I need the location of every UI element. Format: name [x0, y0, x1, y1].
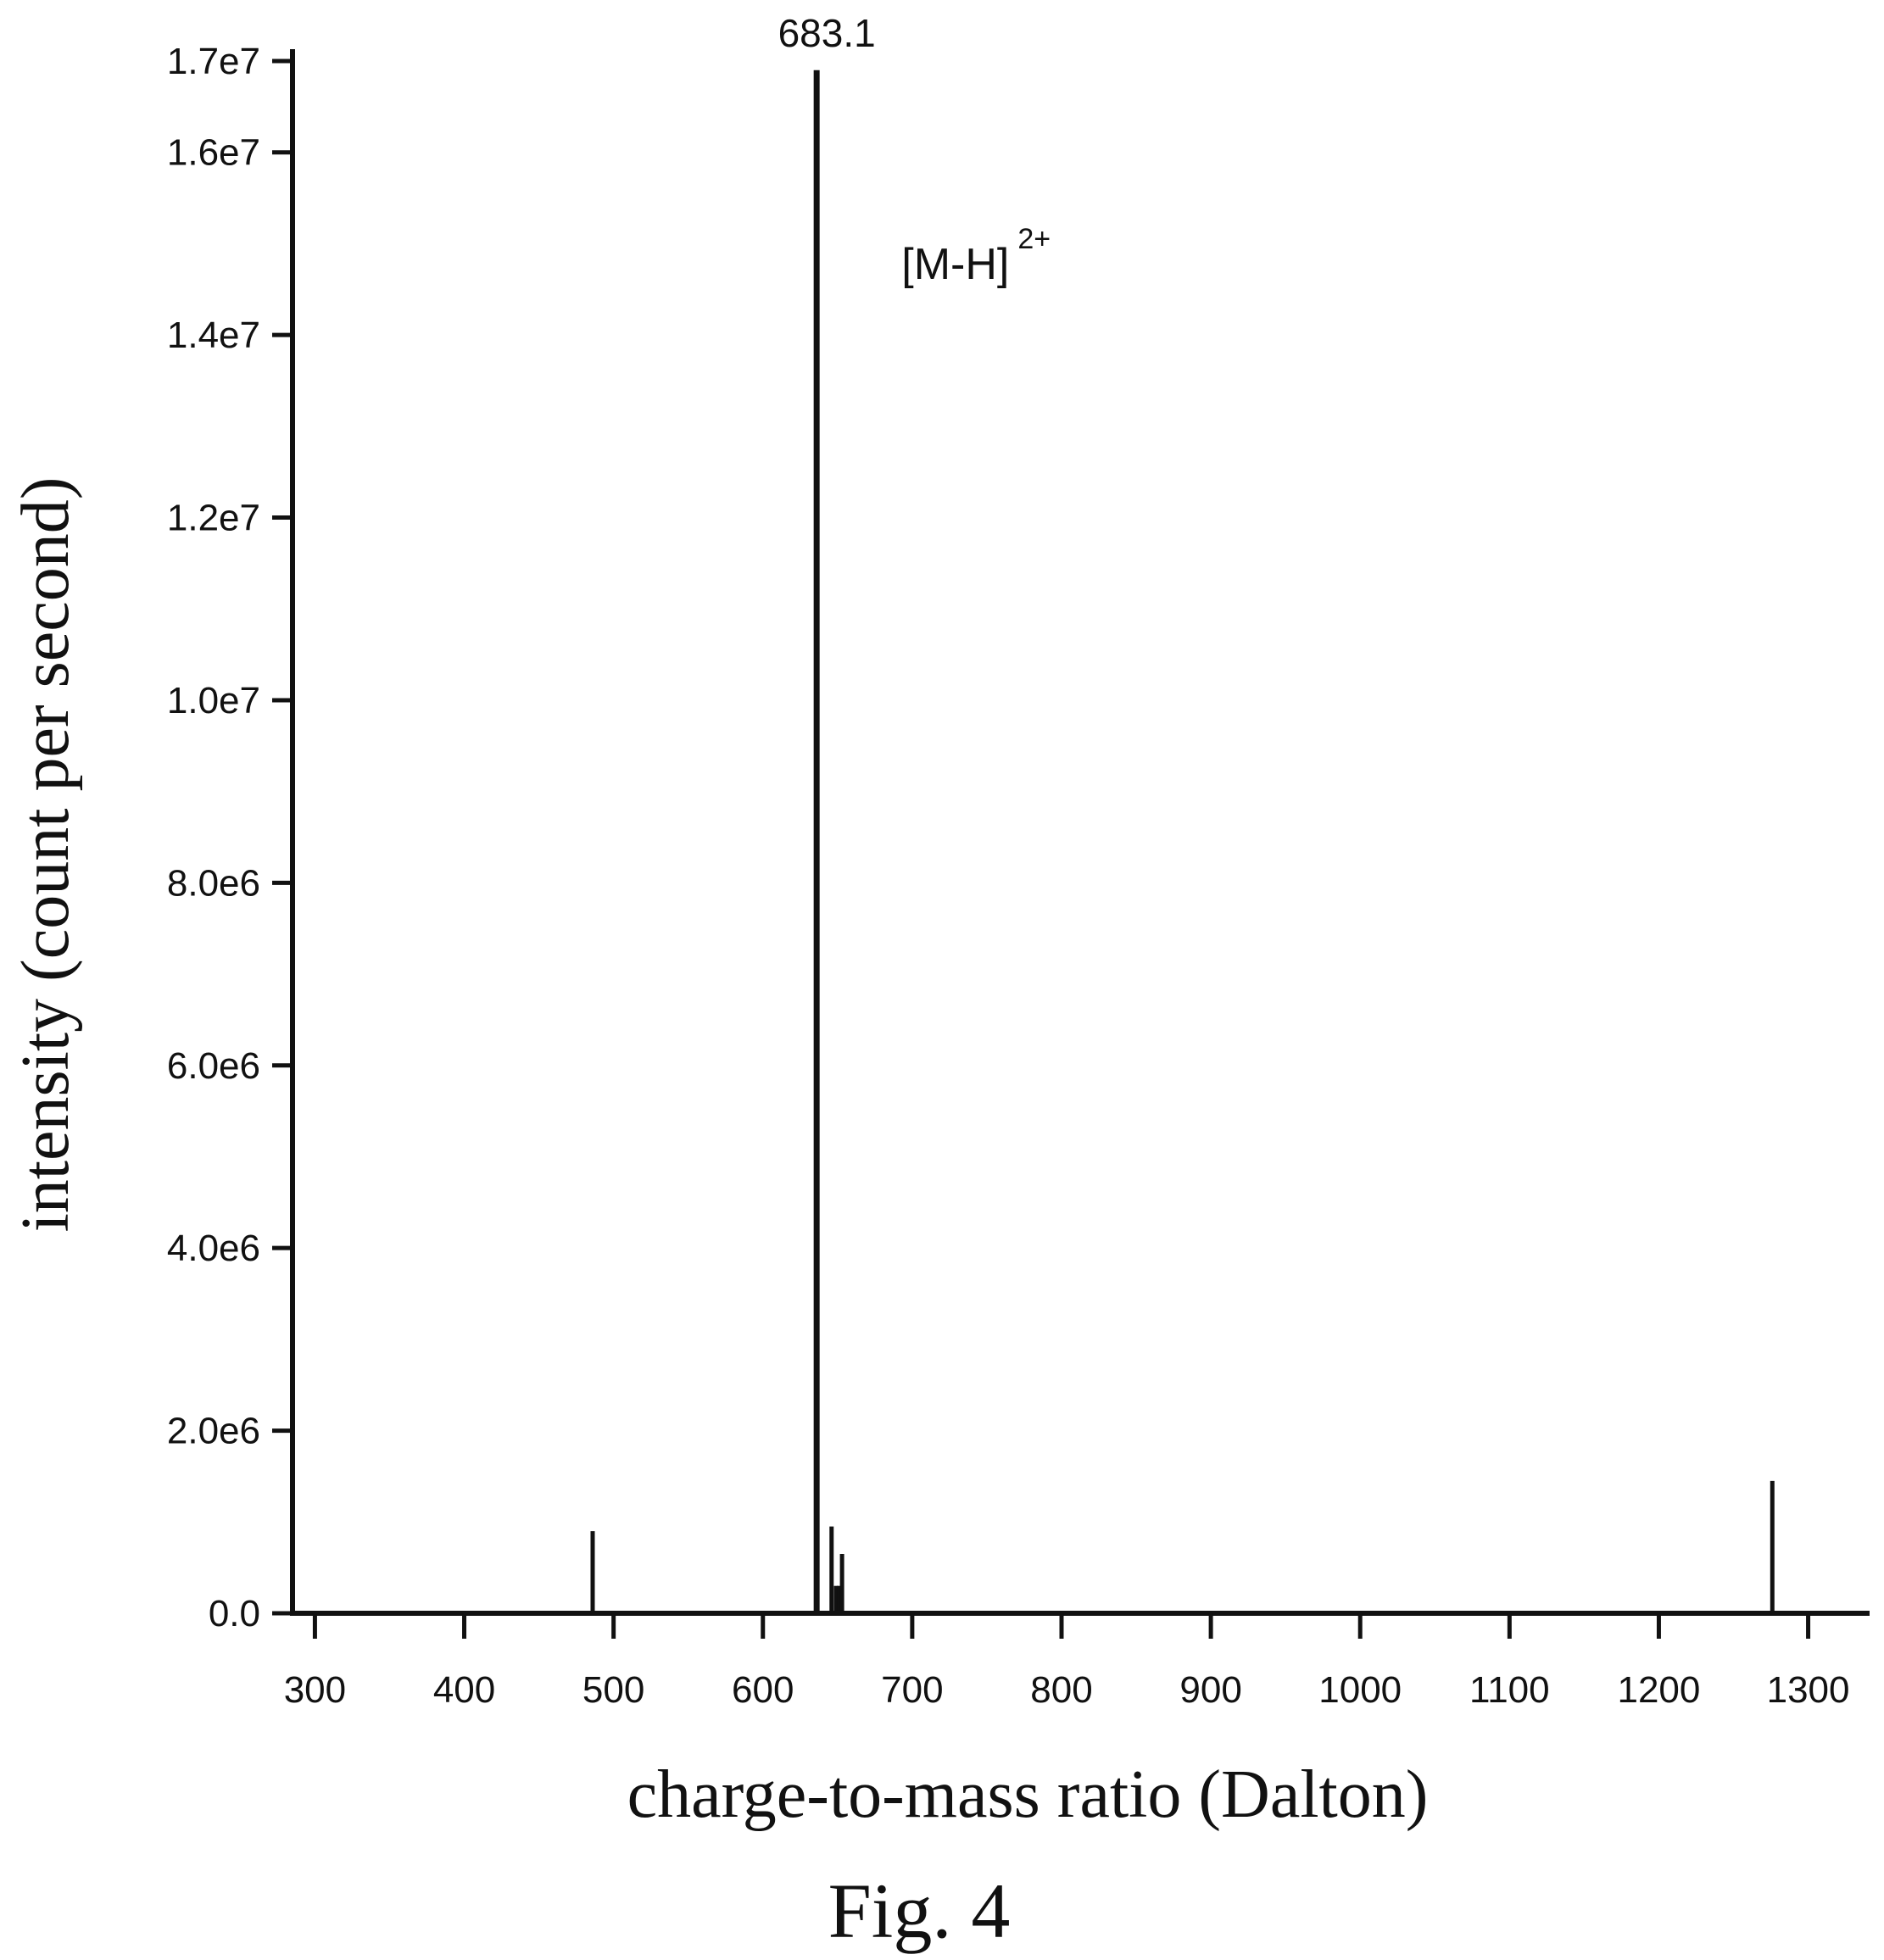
x-tick-label: 1200 — [1617, 1669, 1700, 1711]
x-tick-label: 1000 — [1318, 1669, 1402, 1711]
x-tick-label: 900 — [1179, 1669, 1241, 1711]
x-tick-label: 500 — [582, 1669, 644, 1711]
x-tick-label: 800 — [1030, 1669, 1092, 1711]
ion-annotation: [M-H]2+ — [901, 223, 1051, 289]
y-tick-label: 1.6e7 — [167, 132, 260, 174]
y-tick-label: 1.4e7 — [167, 315, 260, 356]
peaks-layer — [593, 70, 1772, 1613]
y-tick-label: 4.0e6 — [167, 1228, 260, 1269]
x-tick-label: 300 — [284, 1669, 346, 1711]
y-tick-label: 6.0e6 — [167, 1045, 260, 1087]
axes-layer — [290, 49, 1870, 1616]
ion-annotation-main: [M-H] — [901, 240, 1009, 289]
y-axis-title: intensity (count per second) — [8, 477, 83, 1233]
x-axis-title: charge-to-mass ratio (Dalton) — [627, 1757, 1429, 1832]
x-tick-label: 700 — [881, 1669, 943, 1711]
peak-label: 683.1 — [778, 11, 876, 55]
x-tick-label: 600 — [732, 1669, 794, 1711]
x-tick-label: 1300 — [1767, 1669, 1850, 1711]
y-tick-label: 1.7e7 — [167, 41, 260, 82]
figure-caption: Fig. 4 — [828, 1868, 1011, 1954]
y-tick-label: 1.2e7 — [167, 498, 260, 539]
y-ticks: 0.0 2.0e6 4.0e6 6.0e6 8.0e6 1.0e7 1.2e7 1.4e7 1.… — [167, 41, 293, 1634]
x-tick-label: 400 — [433, 1669, 495, 1711]
ion-annotation-charge: 2+ — [1017, 223, 1051, 255]
x-ticks: 300 400 500 600 700 800 900 1000 1100 1200 1300 — [284, 1613, 1850, 1711]
y-tick-label: 1.0e7 — [167, 680, 260, 721]
y-tick-label: 2.0e6 — [167, 1411, 260, 1452]
x-tick-label: 1100 — [1469, 1669, 1550, 1711]
y-tick-label: 0.0 — [209, 1593, 260, 1634]
y-tick-label: 8.0e6 — [167, 862, 260, 904]
